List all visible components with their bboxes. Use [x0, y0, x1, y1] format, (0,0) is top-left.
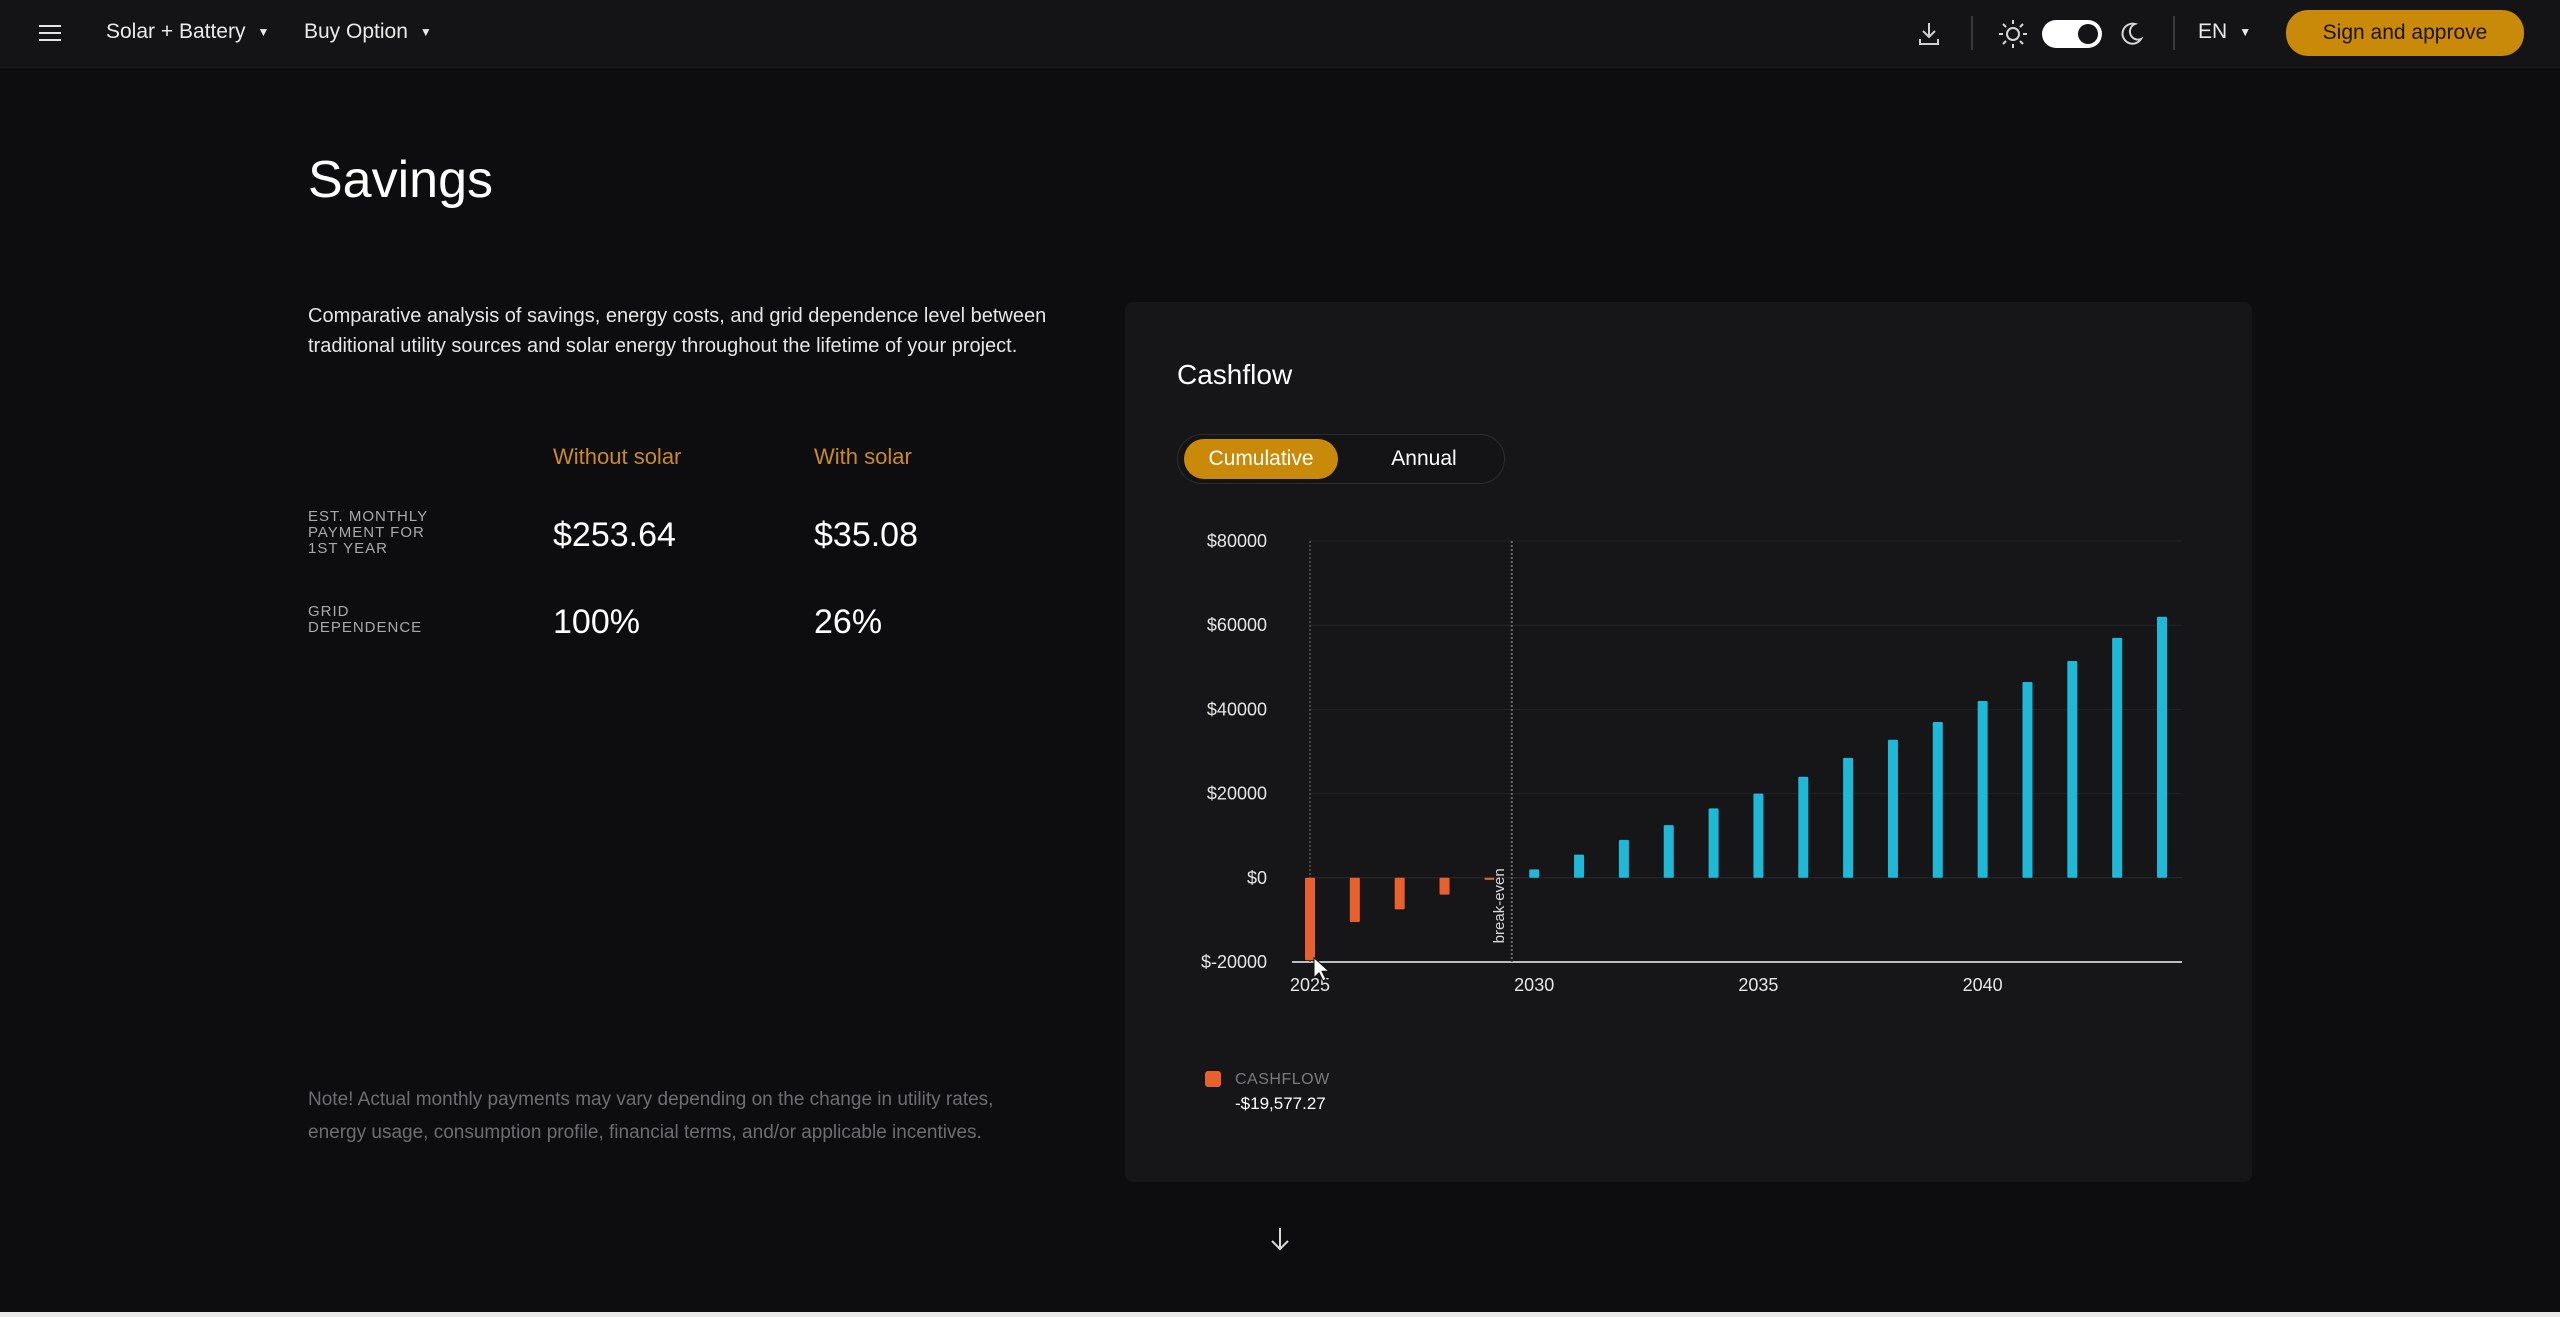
chart-bar — [1349, 877, 1360, 923]
arrow-down-icon[interactable] — [1266, 1225, 1294, 1253]
row-label-monthly-payment: EST. MONTHLY PAYMENT FOR 1ST YEAR — [308, 508, 428, 557]
chevron-down-icon: ▼ — [2239, 25, 2252, 39]
system-type-label: Solar + Battery — [106, 20, 246, 43]
x-tick-label: 2035 — [1738, 975, 1778, 995]
cashflow-card: Cashflow Cumulative Annual — [1125, 302, 2252, 1182]
y-tick-label: $80000 — [1207, 531, 1267, 551]
chart-bar — [1484, 877, 1495, 880]
purchase-option-label: Buy Option — [304, 20, 408, 43]
download-icon[interactable] — [1917, 20, 1945, 48]
legend-series-value: -$19,577.27 — [1235, 1094, 1326, 1113]
y-tick-label: $-20000 — [1201, 952, 1267, 972]
y-tick-label: $60000 — [1207, 615, 1267, 635]
chart-bar — [2112, 637, 2123, 878]
divider — [1971, 16, 1973, 50]
chart-mode-tabs: Cumulative Annual — [1177, 434, 1505, 484]
chart-bar — [1708, 808, 1719, 878]
disclaimer-note: Note! Actual monthly payments may vary d… — [308, 1089, 994, 1143]
y-tick-label: $40000 — [1207, 699, 1267, 719]
chart-bar — [1663, 825, 1674, 878]
chart-bar — [1394, 877, 1405, 910]
row-label-grid-dependence: GRID DEPENDENCE — [308, 603, 423, 636]
column-header-with-solar: With solar — [814, 444, 912, 469]
x-tick-label: 2025 — [1290, 975, 1330, 995]
grid-dependence-with-solar: 26% — [814, 603, 883, 641]
bottom-edge — [0, 1312, 2560, 1317]
system-type-dropdown[interactable]: Solar + Battery ▼ — [106, 20, 269, 44]
chart-bar — [1529, 869, 1540, 878]
legend-swatch — [1205, 1071, 1221, 1087]
chart-bar — [1977, 700, 1988, 878]
tab-annual[interactable]: Annual — [1391, 447, 1457, 470]
toggle-knob — [2078, 24, 2098, 44]
language-dropdown[interactable]: EN ▼ — [2198, 20, 2251, 44]
legend-series-name: CASHFLOW — [1235, 1071, 1330, 1088]
chart-bar — [1932, 722, 1943, 878]
moon-icon — [2118, 20, 2146, 48]
chart-bar — [1618, 839, 1629, 878]
top-bar: Solar + Battery ▼ Buy Option ▼ — [0, 0, 2560, 68]
column-header-without-solar: Without solar — [553, 444, 682, 469]
x-tick-label: 2040 — [1963, 975, 2003, 995]
theme-toggle[interactable] — [2042, 20, 2102, 48]
chevron-down-icon: ▼ — [257, 25, 270, 39]
chart-bar — [1798, 776, 1809, 878]
divider — [2173, 16, 2175, 50]
chart-bar — [1574, 854, 1585, 878]
chart-bar — [1887, 739, 1898, 878]
chart-bar — [1843, 757, 1854, 878]
hamburger-menu-icon[interactable] — [38, 18, 66, 48]
x-tick-label: 2030 — [1514, 975, 1554, 995]
chart-bar — [2022, 682, 2033, 878]
chart-bar — [2067, 660, 2078, 878]
monthly-payment-without-solar: $253.64 — [553, 516, 676, 554]
chevron-down-icon: ▼ — [419, 25, 432, 39]
mouse-cursor-icon — [1313, 956, 1331, 982]
language-label: EN — [2198, 20, 2228, 43]
purchase-option-dropdown[interactable]: Buy Option ▼ — [304, 20, 432, 44]
sign-and-approve-button[interactable]: Sign and approve — [2286, 10, 2524, 56]
chart-bar — [1439, 877, 1450, 895]
grid-dependence-without-solar: 100% — [553, 603, 640, 641]
y-tick-label: $0 — [1247, 868, 1267, 888]
break-even-label: break-even — [1491, 868, 1508, 943]
monthly-payment-with-solar: $35.08 — [814, 516, 918, 554]
chart-bar — [2157, 616, 2167, 878]
y-tick-label: $20000 — [1207, 784, 1267, 804]
chart-bar — [1305, 877, 1315, 961]
sun-icon — [1998, 19, 2028, 49]
page-title: Savings — [308, 151, 493, 209]
tab-cumulative[interactable]: Cumulative — [1184, 439, 1338, 479]
intro-text: Comparative analysis of savings, energy … — [308, 305, 1047, 357]
chart-bar — [1753, 793, 1764, 878]
card-title: Cashflow — [1177, 359, 1293, 390]
